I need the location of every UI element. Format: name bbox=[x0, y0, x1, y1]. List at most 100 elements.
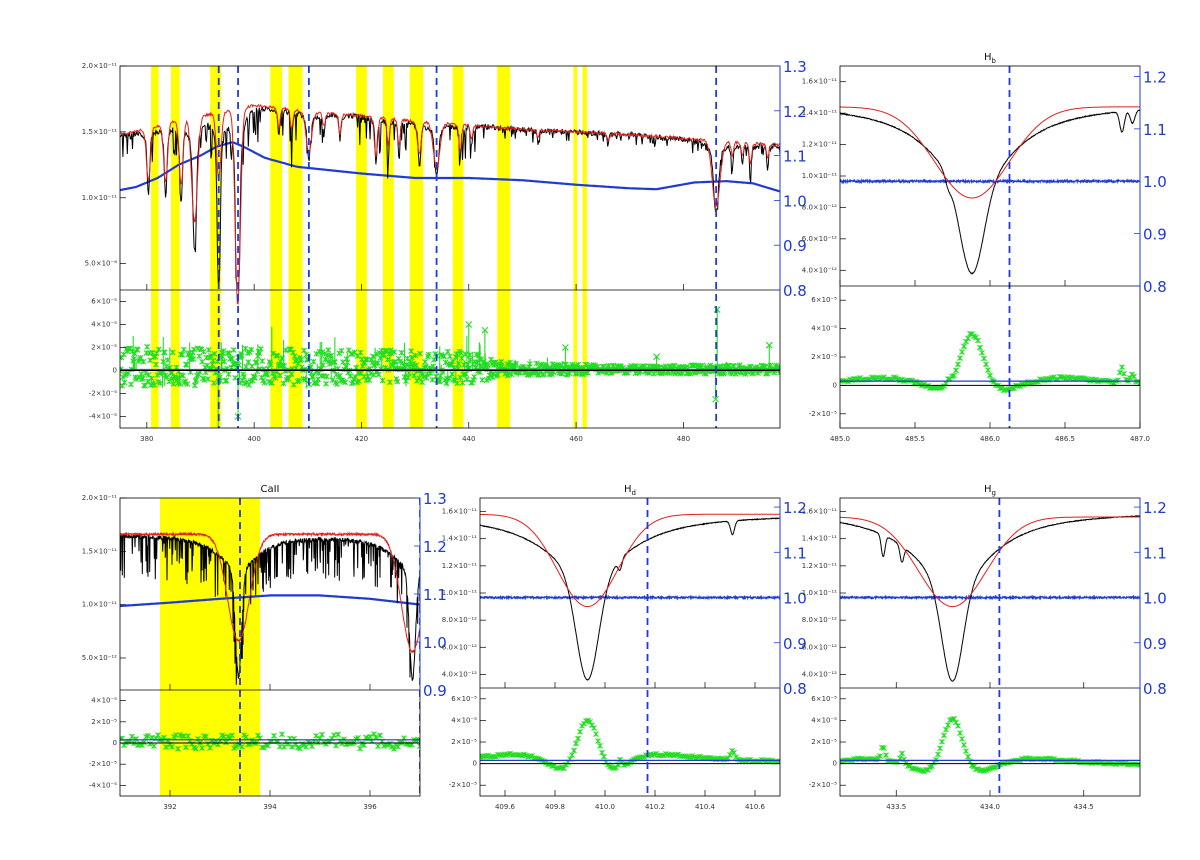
panel-title: Hg bbox=[984, 484, 996, 497]
residual-point bbox=[449, 371, 456, 377]
residual-point bbox=[169, 743, 175, 750]
residual-point bbox=[408, 354, 415, 361]
residual-point bbox=[180, 346, 187, 353]
residual-point bbox=[256, 350, 263, 357]
mask-band bbox=[497, 66, 511, 428]
residual-point bbox=[413, 362, 420, 369]
y2-tick-label: 1.1 bbox=[783, 544, 807, 562]
residual-point bbox=[303, 351, 310, 358]
y2-tick-label: 1.1 bbox=[1143, 544, 1167, 562]
panel-title-sub: b bbox=[992, 57, 997, 65]
y-tick-label: 6×10⁻⁵ bbox=[91, 298, 117, 306]
x-tick-label: 392 bbox=[163, 803, 176, 811]
residual-point bbox=[230, 347, 237, 353]
residual-point bbox=[977, 344, 983, 351]
mask-band bbox=[582, 66, 587, 428]
residual-point bbox=[465, 321, 473, 328]
residual-point bbox=[593, 731, 599, 738]
y-tick-label: 6×10⁻⁵ bbox=[811, 695, 837, 703]
residual-point bbox=[463, 371, 470, 378]
residual-point bbox=[170, 380, 177, 387]
residual-point bbox=[983, 361, 989, 368]
residual-point bbox=[169, 349, 176, 356]
y-tick-label: 8.0×10⁻¹² bbox=[802, 616, 837, 624]
residual-point bbox=[961, 343, 967, 350]
residual-point bbox=[257, 345, 264, 352]
mask-band bbox=[409, 66, 424, 428]
y-tick-label: 6.0×10⁻¹² bbox=[442, 643, 477, 651]
residual-point bbox=[259, 358, 266, 364]
panel-title: Hd bbox=[624, 484, 636, 497]
residual-point bbox=[765, 341, 773, 349]
residual-point bbox=[243, 363, 250, 370]
residual-point bbox=[965, 753, 971, 760]
residual-point bbox=[650, 370, 657, 377]
x-tick-label: 410.6 bbox=[745, 803, 766, 811]
residual-point bbox=[142, 370, 149, 376]
residual-point bbox=[205, 347, 212, 353]
residual-point bbox=[268, 379, 275, 386]
y-tick-label: 1.2×10⁻¹¹ bbox=[802, 562, 837, 570]
x-tick-label: 410.2 bbox=[645, 803, 665, 811]
residual-point bbox=[1119, 364, 1125, 370]
y-tick-label: 0 bbox=[473, 760, 477, 768]
mask-band bbox=[210, 66, 221, 428]
residual-point bbox=[1131, 373, 1137, 380]
residual-point bbox=[420, 373, 427, 380]
residual-point bbox=[179, 351, 186, 358]
residual-point bbox=[309, 743, 315, 750]
residual-point bbox=[153, 361, 159, 368]
residual-point bbox=[883, 752, 889, 759]
residual-point bbox=[191, 346, 197, 353]
y-tick-label: 4.0×10⁻¹² bbox=[802, 670, 837, 678]
residual-point bbox=[987, 372, 993, 379]
y2-tick-label: 1.1 bbox=[423, 586, 447, 604]
residual-point bbox=[232, 374, 239, 381]
residual-point bbox=[1121, 370, 1127, 377]
residual-point bbox=[155, 346, 162, 353]
residual-point bbox=[291, 735, 297, 742]
residual-point bbox=[595, 738, 601, 744]
y2-tick-label: 0.8 bbox=[783, 282, 807, 300]
residual-point bbox=[442, 359, 449, 366]
residual-point bbox=[285, 376, 292, 382]
residual-point bbox=[288, 371, 295, 378]
observed-spectrum bbox=[840, 109, 1140, 275]
y-tick-label: 0 bbox=[833, 760, 837, 768]
residual-point bbox=[323, 373, 330, 380]
residual-point bbox=[242, 345, 249, 352]
y-tick-label: 1.0×10⁻¹¹ bbox=[82, 194, 117, 202]
plot-area bbox=[840, 66, 1140, 428]
y-tick-label: 2×10⁻⁵ bbox=[451, 738, 477, 746]
residual-point bbox=[252, 375, 258, 381]
residual-point bbox=[204, 362, 211, 369]
residual-point bbox=[313, 732, 319, 739]
residual-point bbox=[190, 356, 197, 362]
residual-point bbox=[261, 379, 268, 386]
residual-point bbox=[577, 728, 583, 735]
y-tick-label: 5.0×10⁻⁶ bbox=[85, 260, 118, 268]
residual-point bbox=[298, 356, 305, 363]
residual-point bbox=[957, 355, 963, 361]
residual-point bbox=[571, 747, 577, 754]
residual-point bbox=[444, 348, 451, 355]
ratio-line bbox=[840, 178, 1140, 185]
y-tick-label: 1.0×10⁻¹¹ bbox=[802, 172, 837, 180]
y-tick-label: 1.4×10⁻¹¹ bbox=[802, 535, 837, 543]
residual-point bbox=[333, 742, 339, 749]
residual-point bbox=[310, 358, 317, 365]
residual-point bbox=[221, 358, 228, 365]
y-tick-label: 1.4×10⁻¹¹ bbox=[802, 109, 837, 117]
panel-hb: 485.0 485.5 486.0 486.5 487.0 4.0×10⁻¹² 6.0×10… bbox=[802, 52, 1167, 443]
y-tick-label: 4.0×10⁻¹² bbox=[802, 266, 837, 274]
residual-point bbox=[207, 744, 213, 751]
y2-tick-label: 1.3 bbox=[783, 58, 807, 76]
y-tick-label: 1.0×10⁻¹¹ bbox=[442, 589, 477, 597]
residual-point bbox=[417, 743, 420, 750]
residual-point bbox=[285, 741, 291, 748]
residual-point bbox=[458, 349, 464, 356]
residual-point bbox=[272, 374, 279, 381]
x-tick-label: 485.0 bbox=[830, 435, 850, 443]
residual-series bbox=[840, 715, 1140, 775]
